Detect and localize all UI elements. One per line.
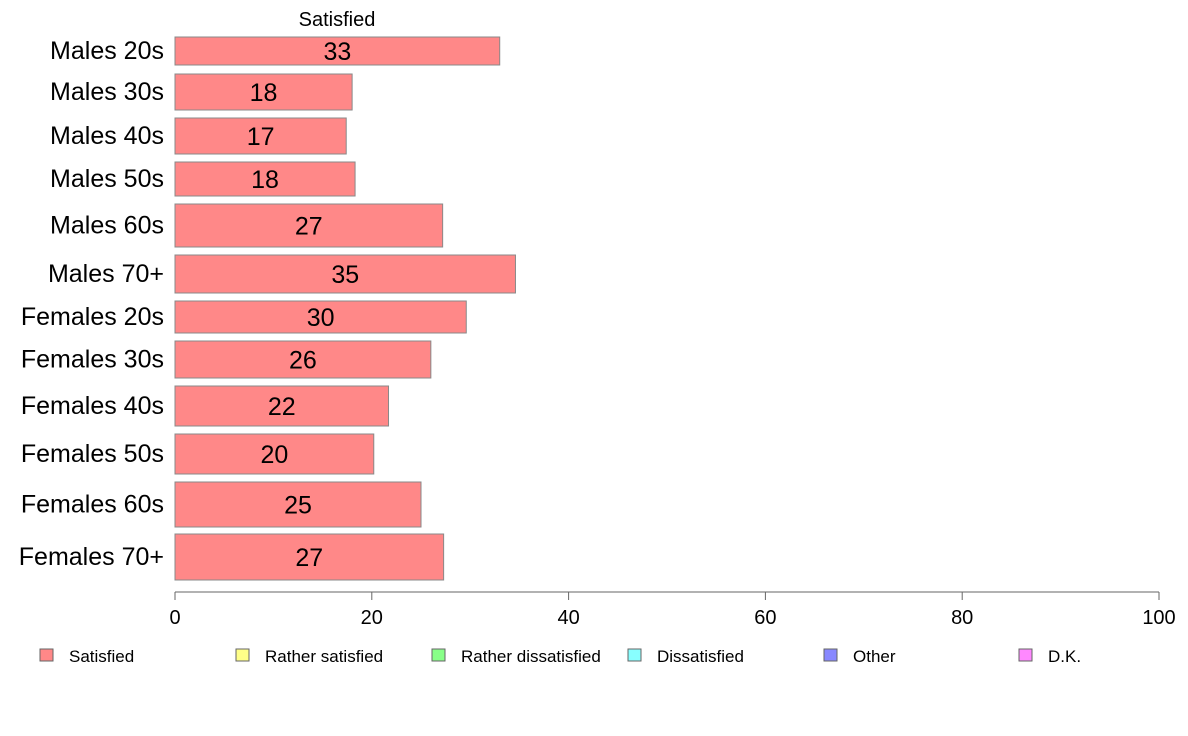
bar (174, 117, 347, 155)
bar-value-label: 18 (250, 79, 278, 107)
legend-swatch (39, 648, 54, 662)
category-label: Females 20s (21, 303, 164, 331)
legend-label: Rather satisfied (265, 647, 383, 666)
legend-swatch (235, 648, 250, 662)
category-label: Males 20s (50, 37, 164, 65)
bar (174, 161, 356, 197)
column-header: Satisfied (299, 9, 376, 31)
legend-swatch (823, 648, 838, 662)
category-label: Females 70+ (19, 543, 164, 571)
bar (174, 203, 444, 248)
category-label: Males 70+ (48, 260, 164, 288)
bar (174, 340, 432, 379)
x-tick-label: 0 (169, 607, 180, 629)
bar-value-label: 26 (289, 347, 317, 375)
bar-value-label: 27 (295, 544, 323, 572)
bar (174, 73, 353, 111)
category-label: Females 30s (21, 346, 164, 374)
legend-swatch (627, 648, 642, 662)
bar-value-label: 33 (323, 38, 351, 66)
category-label: Females 40s (21, 392, 164, 420)
x-tick-label: 60 (754, 607, 776, 629)
x-tick-label: 20 (361, 607, 383, 629)
bar-value-label: 27 (295, 213, 323, 241)
category-label: Males 40s (50, 122, 164, 150)
category-label: Females 60s (21, 491, 164, 519)
bar (174, 385, 390, 427)
bar-value-label: 25 (284, 492, 312, 520)
bar (174, 36, 501, 66)
bar (174, 300, 467, 334)
legend-swatch (1018, 648, 1033, 662)
x-tick-label: 40 (557, 607, 579, 629)
bars-group: Males 20s 33 Males 30s 18 Males 40s 17 Males 5… (19, 36, 516, 581)
bar-value-label: 22 (268, 393, 296, 421)
category-label: Males 30s (50, 78, 164, 106)
bar-value-label: 20 (260, 441, 288, 469)
category-label: Females 50s (21, 440, 164, 468)
bar-value-label: 18 (251, 166, 279, 194)
legend-label: D.K. (1048, 647, 1081, 666)
x-tick-label: 80 (951, 607, 973, 629)
bar-value-label: 30 (307, 304, 335, 332)
x-tick-label: 100 (1142, 607, 1175, 629)
legend-swatch (431, 648, 446, 662)
bar-value-label: 17 (247, 123, 275, 151)
category-label: Males 50s (50, 165, 164, 193)
legend-label: Rather dissatisfied (461, 647, 601, 666)
bar-value-label: 35 (331, 261, 359, 289)
category-label: Males 60s (50, 212, 164, 240)
legend-label: Satisfied (69, 647, 134, 666)
bar (174, 254, 516, 294)
bar (174, 481, 422, 528)
legend-label: Other (853, 647, 896, 666)
x-axis: 0 20 40 60 80 100 (169, 591, 1176, 629)
bar (174, 533, 445, 581)
bar (174, 433, 375, 475)
legend: Satisfied Rather satisfied Rather dissatis… (39, 647, 1081, 666)
legend-label: Dissatisfied (657, 647, 744, 666)
